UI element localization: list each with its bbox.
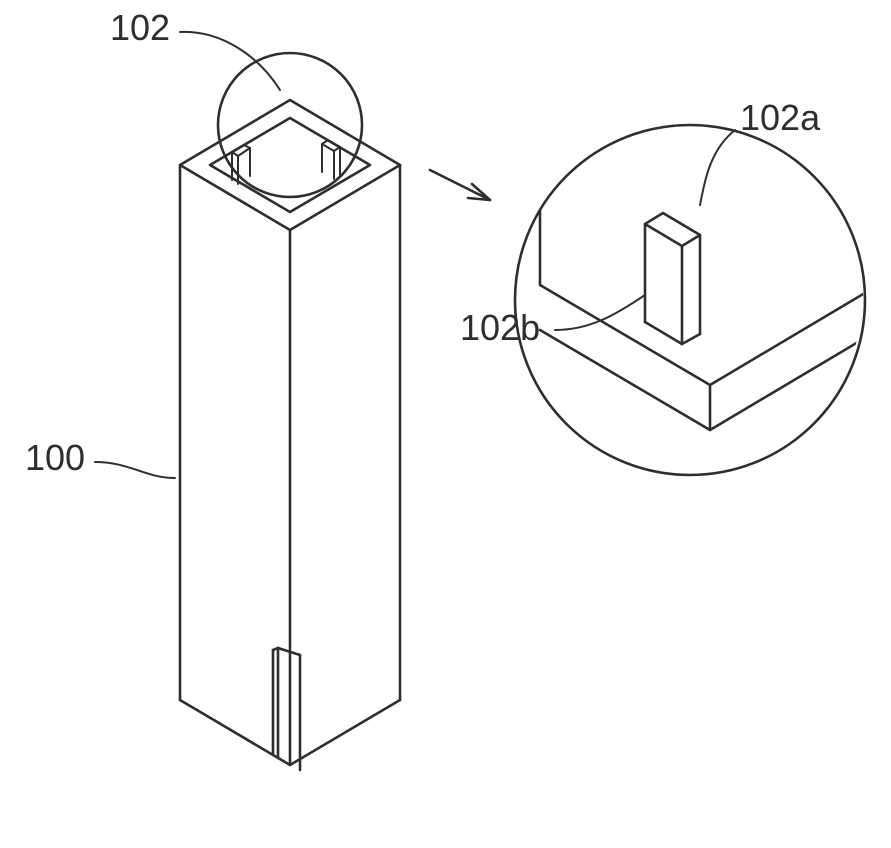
label-102b: 102b <box>460 307 540 348</box>
leader-102a <box>700 130 735 205</box>
detail-inner-corner <box>540 285 870 385</box>
detail-view <box>515 125 875 475</box>
leader-102b <box>555 295 645 330</box>
label-100: 100 <box>25 437 85 478</box>
rib-base-right <box>682 334 700 344</box>
label-102: 102 <box>110 7 170 48</box>
rib-top-face <box>645 213 700 246</box>
front-slot <box>273 648 300 770</box>
leader-102 <box>180 32 280 90</box>
main-column <box>180 100 400 770</box>
detail-indicator-circle <box>218 53 362 197</box>
label-102a: 102a <box>740 97 821 138</box>
detail-outer-corner <box>540 330 875 430</box>
callout-arrow <box>430 170 490 200</box>
leader-100 <box>95 462 175 478</box>
rib-base-front <box>645 322 682 344</box>
inner-rib-back-right <box>322 140 340 179</box>
detail-rib <box>645 213 700 344</box>
